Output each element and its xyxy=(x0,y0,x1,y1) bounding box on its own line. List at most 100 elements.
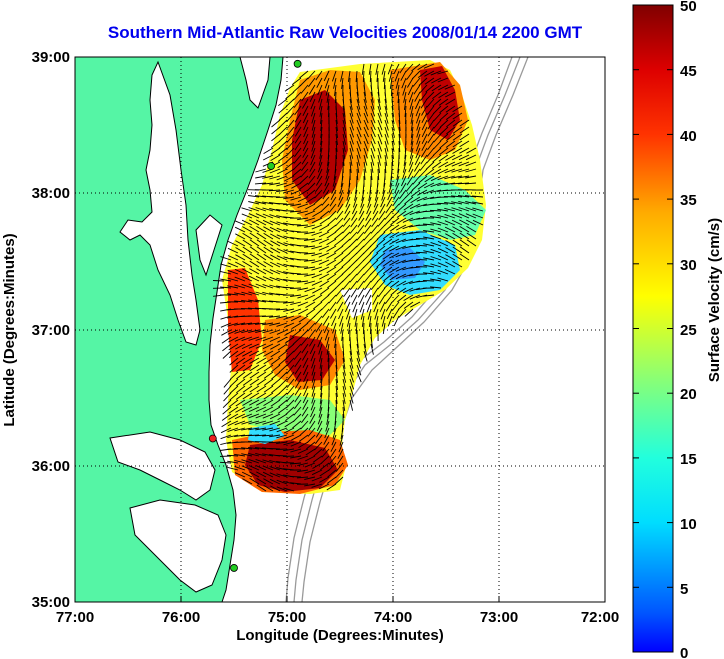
velocity-vector xyxy=(437,221,449,226)
velocity-vector xyxy=(356,364,362,376)
velocity-vector xyxy=(262,336,274,342)
velocity-vector xyxy=(389,238,400,245)
velocity-vector xyxy=(322,441,330,452)
velocity-vector xyxy=(349,385,354,397)
velocity-vector xyxy=(227,240,239,247)
velocity-vector xyxy=(424,70,435,77)
velocity-vector xyxy=(421,119,428,131)
velocity-vector xyxy=(346,315,351,327)
velocity-vector xyxy=(304,287,316,293)
velocity-vector xyxy=(433,140,442,150)
velocity-vector xyxy=(318,252,330,258)
velocity-vector xyxy=(391,105,395,117)
velocity-vector xyxy=(234,226,246,233)
velocity-vector xyxy=(349,154,353,166)
velocity-vector xyxy=(356,266,365,276)
velocity-vector xyxy=(451,201,463,205)
velocity-vector xyxy=(356,273,365,283)
velocity-vector xyxy=(305,448,316,456)
velocity-vector xyxy=(301,161,309,172)
velocity-vector xyxy=(396,280,407,287)
velocity-vector xyxy=(423,294,435,297)
velocity-vector xyxy=(262,459,274,464)
velocity-vector xyxy=(227,255,239,261)
velocity-vector xyxy=(290,308,302,314)
velocity-vector xyxy=(368,63,372,75)
velocity-vector xyxy=(319,112,323,124)
velocity-vector xyxy=(341,245,351,254)
velocity-vector xyxy=(451,154,463,161)
velocity-vector xyxy=(293,350,302,360)
velocity-vector xyxy=(221,420,232,428)
velocity-vector xyxy=(341,266,351,275)
velocity-vector xyxy=(276,175,288,181)
velocity-vector xyxy=(236,385,246,394)
velocity-vector xyxy=(234,268,246,275)
velocity-vector xyxy=(262,427,274,431)
velocity-vector xyxy=(326,343,330,355)
velocity-vector xyxy=(283,480,295,485)
velocity-vector xyxy=(378,294,386,305)
velocity-vector xyxy=(271,371,281,380)
velocity-vector xyxy=(269,284,281,289)
velocity-vector xyxy=(437,175,449,181)
velocity-vector xyxy=(255,420,267,425)
velocity-vector xyxy=(370,280,379,290)
velocity-vector xyxy=(356,357,361,369)
station-marker xyxy=(293,59,302,68)
velocity-vector xyxy=(297,210,309,215)
velocity-vector xyxy=(414,98,421,110)
velocity-vector xyxy=(445,140,456,148)
velocity-vector xyxy=(370,126,376,138)
velocity-vector xyxy=(315,434,323,445)
velocity-vector xyxy=(294,399,302,410)
velocity-vector xyxy=(444,213,456,219)
velocity-vector xyxy=(342,350,345,362)
velocity-vector xyxy=(331,434,337,446)
velocity-vector xyxy=(369,70,372,83)
velocity-vector xyxy=(322,189,330,200)
velocity-vector xyxy=(359,203,365,215)
velocity-vector xyxy=(444,161,456,168)
velocity-vector xyxy=(268,189,281,192)
velocity-vector xyxy=(416,126,421,138)
velocity-vector xyxy=(398,112,401,125)
velocity-vector xyxy=(349,392,354,404)
velocity-vector xyxy=(458,175,470,179)
velocity-vector xyxy=(352,196,358,208)
velocity-vector xyxy=(349,343,353,355)
velocity-vector xyxy=(397,301,407,311)
velocity-vector xyxy=(307,427,316,437)
albemarle-sound xyxy=(109,431,216,501)
velocity-vector xyxy=(353,308,358,320)
velocity-vector xyxy=(459,140,470,148)
velocity-vector xyxy=(384,98,388,110)
velocity-vector xyxy=(395,77,400,89)
velocity-vector xyxy=(410,133,414,145)
velocity-vector xyxy=(241,299,253,303)
velocity-vector xyxy=(459,147,470,154)
velocity-vector xyxy=(423,257,435,261)
velocity-vector xyxy=(348,259,358,269)
velocity-vector xyxy=(363,168,366,180)
velocity-vector xyxy=(459,133,470,141)
y-tick-label: 36:00 xyxy=(32,458,70,475)
velocity-vector xyxy=(269,420,281,426)
velocity-vector xyxy=(458,161,470,167)
velocity-vector xyxy=(271,364,281,373)
velocity-vector xyxy=(416,203,428,208)
velocity-vector xyxy=(241,283,253,289)
velocity-vector xyxy=(242,392,253,400)
velocity-vector xyxy=(420,147,428,158)
velocity-vector xyxy=(444,175,456,180)
velocity-vector xyxy=(427,140,435,151)
velocity-vector xyxy=(234,261,246,268)
velocity-vector xyxy=(350,217,358,228)
velocity-vector xyxy=(292,336,302,345)
velocity-vector xyxy=(283,487,295,492)
velocity-vector xyxy=(323,434,330,445)
velocity-vector xyxy=(355,245,365,255)
velocity-vector xyxy=(383,280,393,289)
velocity-vector xyxy=(278,371,288,381)
velocity-vector xyxy=(370,154,375,166)
